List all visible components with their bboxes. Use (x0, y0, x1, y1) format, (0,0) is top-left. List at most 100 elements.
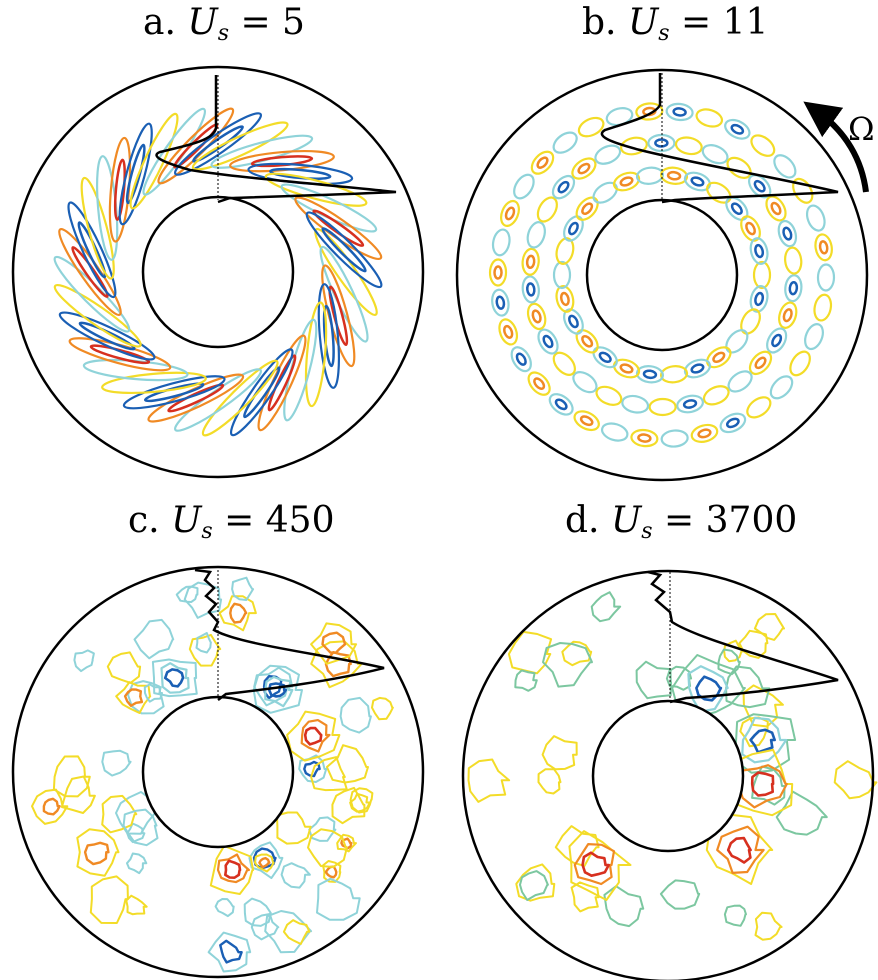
contour-line (666, 170, 682, 181)
contour-line (254, 853, 275, 873)
contour-line (526, 302, 547, 331)
contour-line (321, 631, 347, 654)
contour-line (726, 836, 752, 864)
contour-line (243, 366, 281, 419)
contour-line (672, 107, 687, 117)
contour-line (525, 282, 536, 297)
contour-line (264, 675, 294, 708)
contour-line (53, 283, 142, 348)
contour-line (654, 138, 669, 148)
contour-line (660, 166, 689, 185)
panel-d (461, 569, 878, 980)
contour-line (307, 828, 348, 868)
contour-line (316, 877, 361, 921)
contour-line (224, 859, 242, 879)
contour-line (749, 237, 769, 265)
contour-line (304, 301, 328, 408)
contour-line (712, 351, 726, 364)
contour-line (752, 260, 772, 290)
panel-letter: b. (582, 2, 617, 43)
contour-line (671, 654, 746, 718)
contour-line (725, 665, 771, 709)
contour-line (527, 371, 551, 396)
contour-line (561, 640, 593, 667)
contour-line (521, 275, 540, 304)
contour-line (52, 755, 91, 798)
contour-line (173, 112, 263, 176)
contour-line (770, 201, 782, 216)
panel-letter: a. (143, 2, 176, 43)
contour-line (339, 696, 372, 734)
contour-line (151, 658, 198, 698)
contour-line (723, 904, 747, 927)
contour-line (498, 318, 519, 346)
contour-line (581, 335, 594, 348)
outer-boundary-a (11, 65, 425, 479)
velocity-profile-b (600, 73, 839, 204)
contour-line (765, 195, 787, 222)
contour-line (188, 633, 222, 667)
contour-line (264, 172, 368, 207)
contour-line (321, 227, 367, 273)
contour-line (276, 811, 312, 845)
contour-line (805, 204, 826, 232)
contour-line (792, 177, 814, 204)
panel-title-b: b. Us = 11 (582, 2, 768, 46)
contour-line (280, 183, 378, 233)
contour-line (777, 219, 798, 248)
rotation-arrow-icon (803, 101, 869, 193)
contour-line (195, 632, 212, 654)
contour-line (727, 370, 753, 393)
contour-line (814, 233, 833, 262)
contour-line (101, 749, 132, 777)
contour-line (750, 134, 776, 157)
contour-line (300, 719, 331, 753)
contour-line (282, 919, 311, 945)
contour-line (160, 662, 190, 694)
contour-line (690, 176, 705, 187)
contour-line (701, 144, 729, 165)
contour-line (96, 155, 119, 261)
contour-line (784, 274, 803, 303)
contour-line (778, 301, 798, 329)
panel-subscript: s (641, 519, 653, 544)
contour-line (533, 377, 546, 390)
contour-line (687, 665, 729, 713)
contour-line (340, 837, 353, 850)
contour-line (175, 585, 199, 603)
contour-line (660, 365, 689, 384)
contour-line (191, 121, 289, 171)
contour-line (577, 162, 591, 175)
contour-line (324, 651, 352, 678)
contour-line (648, 397, 677, 417)
contour-line (725, 417, 740, 429)
contour-line (750, 771, 775, 797)
contour-line (303, 726, 323, 746)
contour-line (660, 429, 689, 448)
contour-line (218, 595, 257, 632)
contour-line (325, 744, 369, 784)
contour-line (515, 863, 556, 902)
contour-line (252, 664, 303, 714)
contour-line (324, 865, 338, 879)
panel-title-a: a. Us = 5 (143, 2, 305, 46)
contour-line (804, 323, 824, 351)
panel-letter: d. (565, 500, 600, 541)
contour-line (754, 911, 783, 941)
contour-line (133, 618, 175, 660)
contour-line (229, 602, 248, 624)
contour-line (467, 758, 511, 803)
contour-line (563, 215, 584, 242)
panel-c (11, 565, 425, 979)
contour-line (568, 221, 579, 236)
contour-line (280, 862, 311, 889)
contour-line (573, 410, 600, 432)
contour-line (541, 735, 578, 771)
contour-line (495, 295, 506, 310)
contour-line (73, 649, 95, 673)
contour-line (214, 898, 235, 918)
contour-line (745, 221, 756, 236)
panel-symbol: U (187, 2, 218, 43)
contour-line (568, 830, 632, 901)
